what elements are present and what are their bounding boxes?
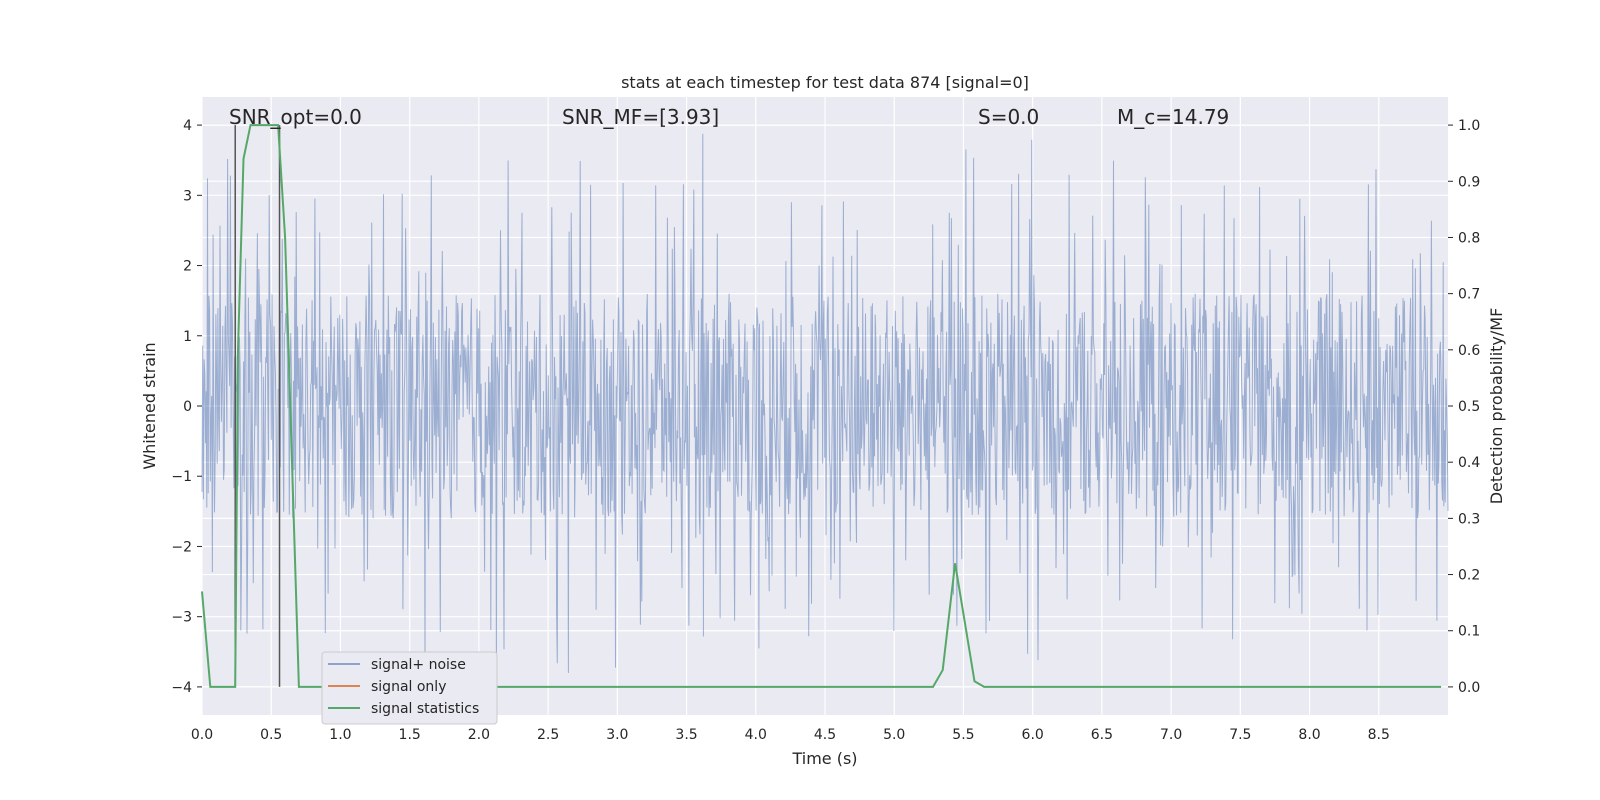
y-tick-label: 4 [183,118,192,134]
y-right-tick-label: 0.4 [1458,455,1480,471]
y-tick-label: −2 [171,539,192,555]
x-tick-label: 7.5 [1229,727,1251,743]
chart-title: stats at each timestep for test data 874… [621,73,1029,92]
y-right-tick-label: 0.7 [1458,287,1480,303]
x-tick-label: 5.5 [952,727,974,743]
legend-label-signal: signal only [371,679,446,695]
y-axis-label: Whitened strain [140,342,159,469]
x-tick-label: 0.5 [260,727,282,743]
y-right-tick-label: 0.1 [1458,624,1480,640]
legend-label-noise: signal+ noise [371,657,466,673]
x-tick-label: 1.5 [399,727,421,743]
x-tick-label: 2.0 [468,727,490,743]
x-tick-label: 7.0 [1160,727,1182,743]
legend-label-stats: signal statistics [371,701,479,717]
y-tick-label: 2 [183,259,192,275]
y-right-tick-label: 0.2 [1458,568,1480,584]
x-tick-label: 4.0 [745,727,767,743]
x-tick-label: 8.5 [1368,727,1390,743]
x-tick-label: 3.5 [675,727,697,743]
y-right-tick-label: 0.3 [1458,511,1480,527]
x-tick-label: 3.0 [606,727,628,743]
x-tick-label: 6.5 [1091,727,1113,743]
legend-box [321,651,498,725]
y-right-tick-label: 0.0 [1458,680,1480,696]
y-right-tick-label: 0.5 [1458,399,1480,415]
y-tick-label: 0 [183,399,192,415]
x-tick-label: 4.5 [814,727,836,743]
y-right-tick-label: 1.0 [1458,118,1480,134]
annotation-s: S=0.0 [978,105,1039,129]
y-right-axis-label: Detection probability/MF [1487,308,1506,505]
y-tick-label: −3 [171,610,192,626]
y-tick-label: 3 [183,188,192,204]
y-tick-label: 1 [183,329,192,345]
y-right-tick-label: 0.9 [1458,174,1480,190]
y-right-tick-label: 0.8 [1458,230,1480,246]
series-line-signal-statistics [201,124,1442,688]
legend: signal+ noise signal only signal statist… [321,651,498,725]
x-axis-label: Time (s) [791,749,857,768]
x-tick-label: 5.0 [883,727,905,743]
x-tick-label: 8.0 [1298,727,1320,743]
y-tick-label: −1 [171,469,192,485]
y-right-tick-label: 0.6 [1458,343,1480,359]
y-tick-label: −4 [171,680,192,696]
x-tick-label: 2.5 [537,727,559,743]
annotation-mc: M_c=14.79 [1117,105,1229,129]
annotation-snr-opt: SNR_opt=0.0 [229,105,362,129]
x-tick-label: 1.0 [329,727,351,743]
x-tick-label: 6.0 [1022,727,1044,743]
series-line-signal-noise [201,133,1449,674]
x-tick-label: 0.0 [191,727,213,743]
annotation-snr-mf: SNR_MF=[3.93] [562,105,719,129]
